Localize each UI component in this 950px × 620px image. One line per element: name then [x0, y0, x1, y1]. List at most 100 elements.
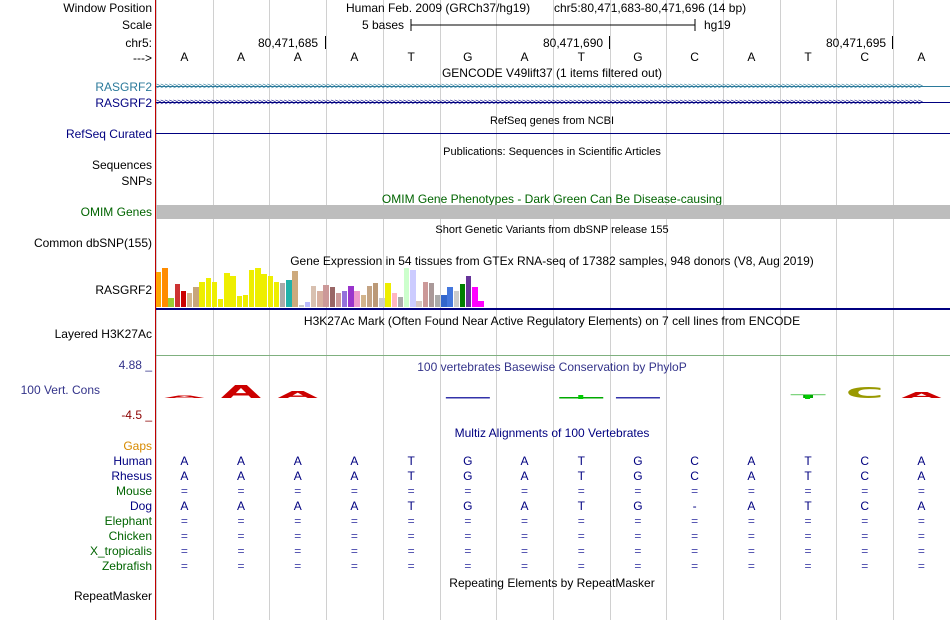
gtex-tissue-bar[interactable]: [236, 296, 242, 307]
h3k27ac-title[interactable]: H3K27Ac Mark (Often Found Near Active Re…: [303, 314, 801, 328]
gtex-tissue-bar[interactable]: [478, 301, 484, 307]
alignment-cell: =: [237, 514, 245, 528]
position-tick-1: 80,471,685: [258, 36, 319, 50]
phylop-ymin: -4.5 _: [121, 408, 152, 422]
gencode-gene-line-1[interactable]: [156, 86, 950, 87]
alignment-cell: =: [464, 544, 472, 558]
gtex-tissue-bar[interactable]: [435, 295, 441, 307]
gtex-tissue-bar[interactable]: [422, 282, 428, 307]
gtex-tissue-bar[interactable]: [174, 284, 180, 307]
omim-label[interactable]: OMIM Genes: [80, 205, 152, 219]
gtex-tissue-bar[interactable]: [447, 287, 453, 307]
h3k27ac-label[interactable]: Layered H3K27Ac: [54, 327, 152, 341]
coords-text[interactable]: chr5:80,471,683-80,471,696 (14 bp): [554, 1, 747, 15]
phylop-label[interactable]: 100 Vert. Cons: [20, 383, 100, 397]
gtex-tissue-bar[interactable]: [459, 284, 466, 307]
refseq-title[interactable]: RefSeq genes from NCBI: [489, 115, 615, 127]
gtex-tissue-bar[interactable]: [286, 280, 292, 307]
gtex-tissue-bar[interactable]: [379, 298, 385, 307]
publications-title[interactable]: Publications: Sequences in Scientific Ar…: [443, 146, 661, 158]
gtex-tissue-bar[interactable]: [211, 282, 218, 307]
gtex-tissue-bar[interactable]: [317, 291, 323, 307]
omim-title[interactable]: OMIM Gene Phenotypes - Dark Green Can Be…: [381, 192, 723, 206]
gencode-gene-line-2[interactable]: [156, 102, 950, 103]
dbsnp-title[interactable]: Short Genetic Variants from dbSNP releas…: [435, 224, 669, 236]
gtex-tissue-bar[interactable]: [453, 291, 459, 307]
gtex-tissue-bar[interactable]: [193, 287, 199, 307]
species-label-zebrafish[interactable]: Zebrafish: [101, 559, 152, 573]
gtex-tissue-bar[interactable]: [218, 299, 224, 307]
gencode-gene-label-2[interactable]: RASGRF2: [95, 96, 152, 110]
gtex-tissue-bar[interactable]: [162, 268, 168, 307]
refseq-label[interactable]: RefSeq Curated: [65, 127, 152, 141]
gtex-tissue-bar[interactable]: [255, 268, 261, 307]
gtex-tissue-bar[interactable]: [205, 278, 211, 307]
gtex-tissue-bar[interactable]: [416, 301, 422, 307]
dbsnp-label[interactable]: Common dbSNP(155): [33, 236, 152, 250]
omim-gene-bar[interactable]: [156, 205, 950, 219]
gtex-tissue-bar[interactable]: [441, 295, 447, 307]
gtex-tissue-bar[interactable]: [342, 291, 348, 307]
gtex-tissue-bar[interactable]: [472, 287, 478, 307]
gtex-tissue-bar[interactable]: [348, 286, 354, 307]
gtex-tissue-bar[interactable]: [466, 276, 472, 307]
gtex-tissue-bar[interactable]: [366, 286, 373, 307]
species-label-dog[interactable]: Dog: [129, 499, 152, 513]
base-letter: G: [463, 50, 473, 64]
gtex-tissue-bar[interactable]: [360, 295, 366, 307]
gtex-tissue-bar[interactable]: [304, 302, 311, 307]
gtex-tissue-bar[interactable]: [335, 293, 342, 307]
gtex-tissue-bar[interactable]: [261, 274, 267, 307]
publications-label[interactable]: Sequences: [91, 158, 152, 172]
species-label-chicken[interactable]: Chicken: [108, 529, 152, 543]
gtex-tissue-bar[interactable]: [354, 291, 360, 307]
species-label-human[interactable]: Human: [113, 454, 152, 468]
alignment-cell: T: [577, 454, 585, 468]
gtex-tissue-bar[interactable]: [323, 285, 329, 307]
gtex-tissue-bar[interactable]: [298, 305, 304, 307]
gtex-tissue-bar[interactable]: [385, 283, 391, 307]
gtex-tissue-bar[interactable]: [156, 272, 162, 307]
gtex-title[interactable]: Gene Expression in 54 tissues from GTEx …: [290, 254, 814, 268]
gtex-tissue-bar[interactable]: [311, 286, 317, 307]
snps-label[interactable]: SNPs: [121, 174, 152, 188]
gtex-tissue-bar[interactable]: [292, 271, 298, 307]
alignment-cell: =: [521, 484, 529, 498]
gtex-tissue-bar[interactable]: [230, 276, 236, 307]
alignment-cell: =: [350, 514, 358, 528]
gtex-tissue-bar[interactable]: [280, 283, 286, 307]
gaps-label[interactable]: Gaps: [123, 439, 152, 453]
gtex-tissue-bar[interactable]: [391, 293, 397, 307]
base-letter: A: [350, 50, 359, 64]
gtex-tissue-bar[interactable]: [410, 270, 416, 307]
alignment-cell: =: [804, 529, 812, 543]
refseq-gene-line[interactable]: [156, 133, 950, 134]
gtex-tissue-bar[interactable]: [404, 268, 410, 307]
gtex-tissue-bar[interactable]: [249, 270, 255, 307]
species-label-x_tropicalis[interactable]: X_tropicalis: [89, 544, 152, 558]
gtex-tissue-bar[interactable]: [199, 282, 205, 307]
gtex-tissue-bar[interactable]: [224, 273, 230, 307]
gtex-tissue-bar[interactable]: [373, 283, 379, 307]
species-label-mouse[interactable]: Mouse: [115, 484, 152, 498]
gtex-tissue-bar[interactable]: [180, 291, 187, 307]
gtex-tissue-bar[interactable]: [329, 287, 335, 307]
gtex-tissue-bar[interactable]: [267, 276, 273, 307]
gtex-tissue-bar[interactable]: [187, 293, 193, 307]
multiz-title[interactable]: Multiz Alignments of 100 Vertebrates: [454, 426, 650, 440]
gtex-tissue-bar[interactable]: [397, 297, 404, 307]
gtex-tissue-bar[interactable]: [428, 283, 435, 307]
gtex-label[interactable]: RASGRF2: [95, 283, 152, 297]
gencode-title[interactable]: GENCODE V49lift37 (1 items filtered out): [441, 66, 663, 80]
gtex-tissue-bar[interactable]: [273, 282, 280, 307]
repeatmasker-title[interactable]: Repeating Elements by RepeatMasker: [449, 576, 655, 590]
gtex-tissue-bar[interactable]: [168, 298, 174, 307]
alignment-cell: =: [634, 529, 642, 543]
species-label-rhesus[interactable]: Rhesus: [111, 469, 152, 483]
gencode-gene-label-1[interactable]: RASGRF2: [95, 80, 152, 94]
gtex-tissue-bar[interactable]: [242, 295, 249, 307]
repeatmasker-label[interactable]: RepeatMasker: [73, 589, 152, 603]
phylop-title[interactable]: 100 vertebrates Basewise Conservation by…: [417, 360, 687, 374]
species-label-elephant[interactable]: Elephant: [104, 514, 152, 528]
gtex-bar-chart[interactable]: [156, 268, 950, 307]
